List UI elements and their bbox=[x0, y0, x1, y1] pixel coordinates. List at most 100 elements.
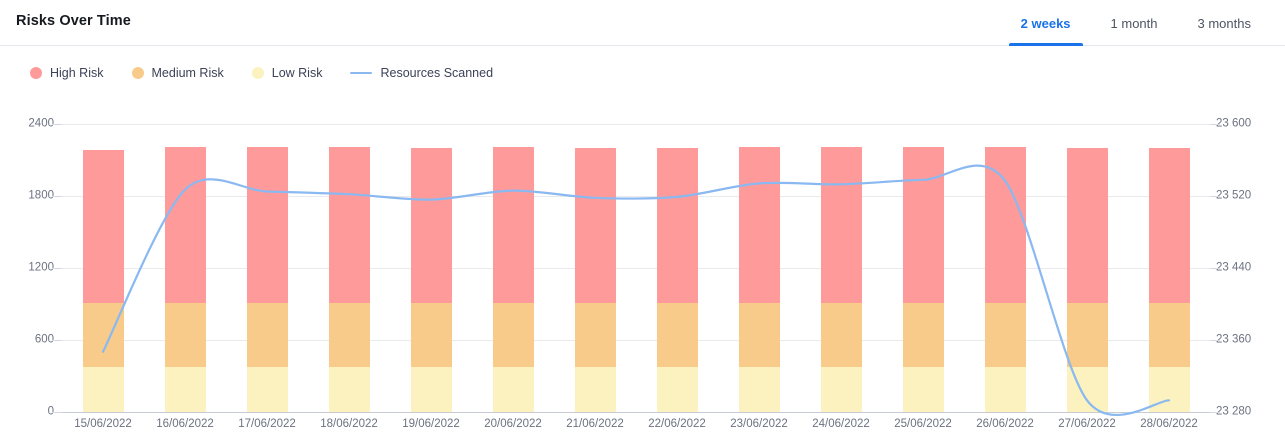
y-axis-right-tick-label: 23 360 bbox=[1216, 333, 1252, 346]
bar-group[interactable] bbox=[902, 124, 944, 412]
bar-segment-high-risk bbox=[656, 147, 698, 304]
y-tick-left bbox=[52, 268, 62, 269]
y-axis-right-tick-label: 23 280 bbox=[1216, 405, 1252, 418]
legend-low-risk[interactable]: Low Risk bbox=[251, 66, 323, 80]
bar-segment-high-risk bbox=[1148, 147, 1190, 304]
legend-resources-scanned[interactable]: Resources Scanned bbox=[350, 66, 493, 80]
tab-3-months[interactable]: 3 months bbox=[1178, 0, 1271, 46]
legend-dot-icon bbox=[30, 67, 42, 79]
bar-group[interactable] bbox=[410, 124, 452, 412]
tab-label: 2 weeks bbox=[1020, 15, 1071, 31]
legend-high-risk[interactable]: High Risk bbox=[30, 66, 104, 80]
bar-group[interactable] bbox=[738, 124, 780, 412]
y-axis-right-tick-label: 23 600 bbox=[1216, 117, 1252, 130]
bar-segment-high-risk bbox=[574, 147, 616, 304]
bar-segment-low-risk bbox=[656, 367, 698, 412]
legend-label: High Risk bbox=[50, 66, 104, 80]
tab-1-month[interactable]: 1 month bbox=[1091, 0, 1178, 46]
chart-plot-area bbox=[52, 124, 1220, 412]
y-tick-right bbox=[1210, 268, 1220, 269]
gridline bbox=[62, 268, 1210, 269]
gridline bbox=[62, 340, 1210, 341]
y-axis-left-tick-label: 2400 bbox=[28, 117, 54, 130]
bar-group[interactable] bbox=[656, 124, 698, 412]
bar-segment-high-risk bbox=[492, 147, 534, 304]
bar-group[interactable] bbox=[492, 124, 534, 412]
tab-2-weeks[interactable]: 2 weeks bbox=[1001, 0, 1091, 46]
x-axis-tick-label: 20/06/2022 bbox=[484, 418, 542, 430]
bar-segment-high-risk bbox=[820, 147, 862, 304]
bar-segment-medium-risk bbox=[492, 303, 534, 367]
y-axis-left-tick-label: 1800 bbox=[28, 189, 54, 202]
y-tick-left bbox=[52, 124, 62, 125]
bar-group[interactable] bbox=[984, 124, 1026, 412]
bar-segment-medium-risk bbox=[82, 303, 124, 367]
legend-dot-icon bbox=[251, 67, 264, 79]
bar-segment-medium-risk bbox=[410, 303, 452, 367]
bar-segment-medium-risk bbox=[984, 303, 1026, 367]
bar-segment-medium-risk bbox=[902, 303, 944, 367]
bar-segment-medium-risk bbox=[164, 303, 206, 367]
bar-segment-low-risk bbox=[984, 367, 1026, 412]
card-header: Risks Over Time 2 weeks 1 month 3 months bbox=[0, 0, 1285, 46]
y-tick-left bbox=[52, 196, 62, 197]
bar-group[interactable] bbox=[574, 124, 616, 412]
y-axis-left-tick-label: 0 bbox=[47, 405, 54, 418]
y-tick-right bbox=[1210, 340, 1220, 341]
x-axis-tick-label: 24/06/2022 bbox=[812, 418, 870, 430]
bar-segment-low-risk bbox=[328, 367, 370, 412]
bar-segment-medium-risk bbox=[738, 303, 780, 367]
tab-label: 3 months bbox=[1197, 15, 1251, 31]
y-axis-right-tick-label: 23 520 bbox=[1216, 189, 1252, 202]
x-axis-tick-label: 19/06/2022 bbox=[402, 418, 460, 430]
y-tick-right bbox=[1210, 412, 1220, 413]
bar-group[interactable] bbox=[820, 124, 862, 412]
bar-segment-high-risk bbox=[1066, 147, 1108, 304]
x-axis-tick-label: 17/06/2022 bbox=[238, 418, 296, 430]
x-axis-labels: 15/06/2022 16/06/2022 17/06/2022 18/06/2022… bbox=[62, 418, 1210, 438]
x-axis-tick-label: 28/06/2022 bbox=[1140, 418, 1198, 430]
x-axis-tick-label: 21/06/2022 bbox=[566, 418, 624, 430]
bar-segment-medium-risk bbox=[1066, 303, 1108, 367]
bar-segment-medium-risk bbox=[328, 303, 370, 367]
bar-segment-low-risk bbox=[164, 367, 206, 412]
bar-segment-high-risk bbox=[902, 147, 944, 304]
legend-medium-risk[interactable]: Medium Risk bbox=[131, 66, 224, 80]
y-tick-left bbox=[52, 340, 62, 341]
stacked-bars bbox=[62, 124, 1210, 412]
chart-legend: High Risk Medium Risk Low Risk Resources Sc… bbox=[30, 66, 521, 80]
bar-segment-low-risk bbox=[902, 367, 944, 412]
tab-label: 1 month bbox=[1110, 15, 1158, 31]
bar-group[interactable] bbox=[82, 124, 124, 412]
bar-group[interactable] bbox=[1066, 124, 1108, 412]
bar-group[interactable] bbox=[164, 124, 206, 412]
y-tick-right bbox=[1210, 124, 1220, 125]
bar-segment-low-risk bbox=[738, 367, 780, 412]
bar-segment-high-risk bbox=[82, 150, 124, 304]
x-axis-tick-label: 27/06/2022 bbox=[1058, 418, 1116, 430]
y-tick-left bbox=[52, 412, 62, 413]
bar-segment-high-risk bbox=[246, 147, 288, 304]
bar-segment-high-risk bbox=[984, 147, 1026, 304]
bar-segment-low-risk bbox=[82, 367, 124, 412]
x-axis-tick-label: 15/06/2022 bbox=[74, 418, 132, 430]
bar-segment-high-risk bbox=[164, 147, 206, 304]
bar-segment-high-risk bbox=[410, 147, 452, 304]
bar-group[interactable] bbox=[246, 124, 288, 412]
x-axis-tick-label: 18/06/2022 bbox=[320, 418, 378, 430]
line-path bbox=[103, 166, 1169, 415]
bar-segment-low-risk bbox=[246, 367, 288, 412]
y-tick-right bbox=[1210, 196, 1220, 197]
bar-group[interactable] bbox=[328, 124, 370, 412]
legend-dot-icon bbox=[131, 67, 144, 79]
bar-segment-medium-risk bbox=[574, 303, 616, 367]
x-axis-tick-label: 26/06/2022 bbox=[976, 418, 1034, 430]
x-axis-tick-label: 16/06/2022 bbox=[156, 418, 214, 430]
bar-segment-low-risk bbox=[820, 367, 862, 412]
bar-segment-high-risk bbox=[328, 147, 370, 304]
gridline bbox=[62, 196, 1210, 197]
legend-label: Low Risk bbox=[271, 66, 323, 80]
bar-group[interactable] bbox=[1148, 124, 1190, 412]
resources-scanned-line bbox=[62, 124, 1210, 412]
